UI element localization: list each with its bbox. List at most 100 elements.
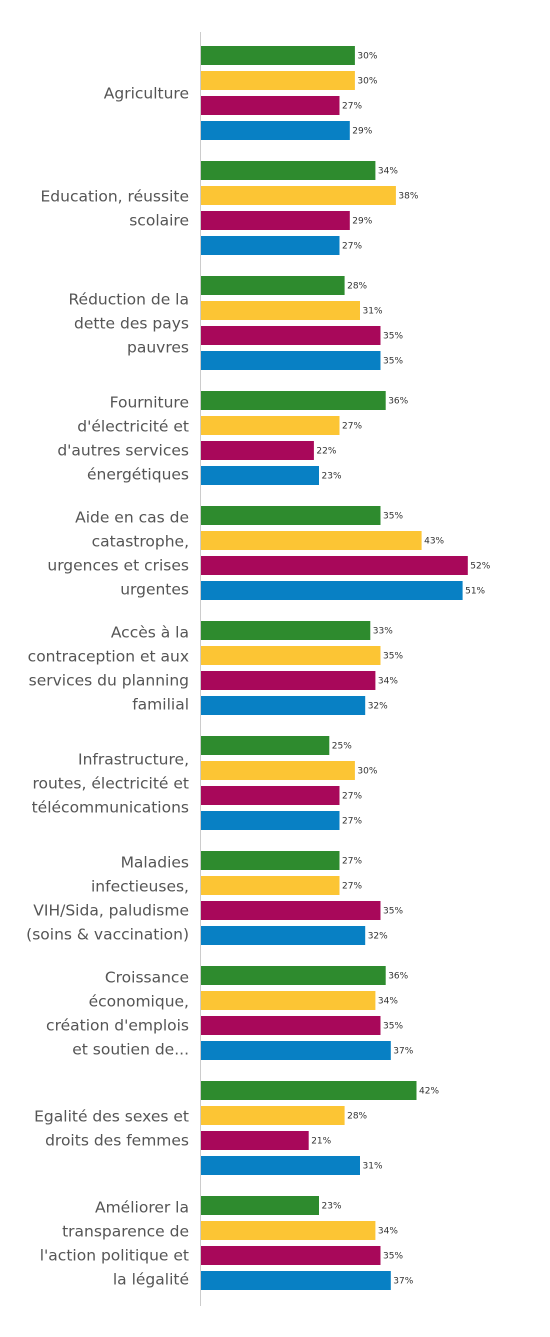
bar-9-3 (201, 1156, 360, 1175)
category-label-0: Agriculture (104, 85, 189, 103)
bar-4-3 (201, 581, 463, 600)
category-label-line: routes, électricité et (32, 775, 189, 793)
value-label-10-0: 23% (322, 1202, 342, 1212)
value-label-8-2: 35% (383, 1022, 403, 1032)
bar-8-1 (201, 991, 376, 1010)
value-label-3-1: 27% (342, 422, 362, 432)
category-label-line: création d'emplois (46, 1017, 189, 1035)
category-label-line: transparence de (62, 1223, 189, 1241)
value-label-group: 30% 30% 27% 29% 34% 38% 29% 27% 28% 31% 35% 35% 36% 2… (311, 52, 491, 1287)
bar-6-2 (201, 786, 340, 805)
category-label-line: services du planning (29, 672, 189, 690)
value-label-0-0: 30% (357, 52, 377, 62)
value-label-0-1: 30% (357, 77, 377, 87)
bar-3-2 (201, 441, 314, 460)
value-label-7-3: 32% (368, 932, 388, 942)
value-label-0-2: 27% (342, 102, 362, 112)
value-label-8-1: 34% (378, 997, 398, 1007)
bar-1-3 (201, 236, 340, 255)
value-label-6-2: 27% (342, 792, 362, 802)
value-label-9-2: 21% (311, 1137, 331, 1147)
category-label-line: télécommunications (32, 799, 189, 817)
bar-3-0 (201, 391, 386, 410)
value-label-1-1: 38% (398, 192, 418, 202)
category-label-line: Fourniture (110, 394, 189, 412)
category-label-line: VIH/Sida, paludisme (33, 902, 189, 920)
category-label-10: Améliorer la transparence de l'action poli… (40, 1199, 189, 1289)
value-label-1-3: 27% (342, 242, 362, 252)
value-label-10-3: 37% (393, 1277, 413, 1287)
bar-10-1 (201, 1221, 376, 1240)
category-label-line: urgences et crises (47, 557, 189, 575)
category-label-line: Accès à la (111, 624, 189, 642)
category-label-line: (soins & vaccination) (26, 926, 189, 944)
category-label-line: catastrophe, (92, 533, 189, 551)
bar-1-1 (201, 186, 396, 205)
value-label-4-0: 35% (383, 512, 403, 522)
category-label-1: Education, réussite scolaire (41, 188, 189, 230)
value-label-1-0: 34% (378, 167, 398, 177)
category-label-line: la légalité (113, 1271, 189, 1289)
value-label-3-0: 36% (388, 397, 408, 407)
category-label-line: urgentes (120, 581, 189, 599)
value-label-8-3: 37% (393, 1047, 413, 1057)
bar-9-2 (201, 1131, 309, 1150)
bar-4-2 (201, 556, 468, 575)
bar-1-2 (201, 211, 350, 230)
category-label-line: énergétiques (87, 466, 189, 484)
value-label-9-0: 42% (419, 1087, 439, 1097)
category-label-line: d'autres services (57, 442, 189, 460)
bar-0-3 (201, 121, 350, 140)
category-label-line: dette des pays (74, 315, 189, 333)
bar-2-2 (201, 326, 381, 345)
category-label-6: Infrastructure, routes, électricité et tél… (32, 751, 189, 817)
category-label-line: Améliorer la (95, 1199, 189, 1217)
bar-7-3 (201, 926, 366, 945)
bar-2-3 (201, 351, 381, 370)
bar-3-1 (201, 416, 340, 435)
bar-7-2 (201, 901, 381, 920)
category-label-2: Réduction de la dette des pays pauvres (68, 291, 189, 357)
category-label-line: Croissance (105, 969, 189, 987)
category-label-line: familial (132, 696, 189, 714)
bar-10-2 (201, 1246, 381, 1265)
bar-9-1 (201, 1106, 345, 1125)
value-label-6-3: 27% (342, 817, 362, 827)
bar-9-0 (201, 1081, 417, 1100)
bar-10-0 (201, 1196, 319, 1215)
category-label-line: Education, réussite (41, 188, 189, 206)
value-label-5-1: 35% (383, 652, 403, 662)
value-label-2-3: 35% (383, 357, 403, 367)
bar-8-0 (201, 966, 386, 985)
category-label-line: contraception et aux (28, 648, 189, 666)
category-label-5: Accès à la contraception et aux services d… (28, 624, 189, 714)
bar-8-3 (201, 1041, 391, 1060)
bar-4-0 (201, 506, 381, 525)
value-label-3-3: 23% (322, 472, 342, 482)
value-label-6-1: 30% (357, 767, 377, 777)
value-label-10-1: 34% (378, 1227, 398, 1237)
bar-5-2 (201, 671, 376, 690)
category-label-group: Agriculture Education, réussite scolaire Ré… (26, 85, 189, 1289)
bar-0-1 (201, 71, 355, 90)
bar-4-1 (201, 531, 422, 550)
value-label-0-3: 29% (352, 127, 372, 137)
category-label-line: Maladies (121, 854, 189, 872)
value-label-5-3: 32% (368, 702, 388, 712)
value-label-2-0: 28% (347, 282, 367, 292)
value-label-6-0: 25% (332, 742, 352, 752)
bar-0-0 (201, 46, 355, 65)
category-label-line: Infrastructure, (78, 751, 189, 769)
category-label-line: économique, (89, 993, 189, 1011)
category-label-line: d'électricité et (77, 418, 189, 436)
bar-2-1 (201, 301, 360, 320)
bar-6-3 (201, 811, 340, 830)
value-label-4-1: 43% (424, 537, 444, 547)
category-label-line: Réduction de la (68, 291, 189, 309)
bar-5-0 (201, 621, 371, 640)
value-label-9-1: 28% (347, 1112, 367, 1122)
value-label-7-1: 27% (342, 882, 362, 892)
value-label-4-3: 51% (465, 587, 485, 597)
bar-0-2 (201, 96, 340, 115)
